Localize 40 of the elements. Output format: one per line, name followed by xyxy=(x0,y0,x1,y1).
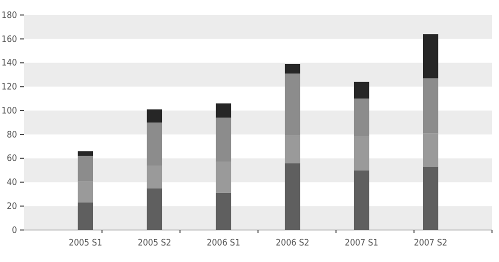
y-tick-label: 80 xyxy=(6,130,17,140)
y-tick-label: 0 xyxy=(12,226,17,236)
y-tick-label: 60 xyxy=(6,154,17,164)
bar xyxy=(216,162,232,193)
bar xyxy=(284,74,300,136)
bar xyxy=(422,133,438,167)
x-tick-label: 2006 S2 xyxy=(276,238,310,248)
bar xyxy=(354,82,370,99)
bar xyxy=(216,192,232,230)
y-tick-label: 100 xyxy=(2,106,17,116)
bar xyxy=(216,118,232,162)
bar xyxy=(216,103,232,118)
bar xyxy=(284,64,300,74)
x-tick-label: 2006 S1 xyxy=(206,238,240,248)
bar xyxy=(146,166,162,188)
bar xyxy=(146,122,162,166)
x-tick-label: 2007 S1 xyxy=(344,238,378,248)
bar xyxy=(146,188,162,230)
bar xyxy=(422,34,438,78)
y-tick-label: 120 xyxy=(2,82,17,93)
bar xyxy=(422,78,438,134)
x-tick-label: 2005 S2 xyxy=(138,238,172,248)
x-tick-label: 2007 S2 xyxy=(414,238,448,248)
bar xyxy=(354,98,370,137)
bar xyxy=(284,163,300,230)
bar xyxy=(354,136,370,170)
y-tick-label: 40 xyxy=(6,178,17,188)
bar xyxy=(78,202,94,230)
x-tick-label: 2005 S1 xyxy=(68,238,102,248)
bar xyxy=(146,109,162,122)
bar xyxy=(354,170,370,230)
y-tick-label: 20 xyxy=(6,202,17,212)
bar xyxy=(422,166,438,230)
bar xyxy=(78,181,94,203)
y-tick-label: 180 xyxy=(2,10,17,21)
bar xyxy=(78,156,94,182)
bar xyxy=(284,136,300,164)
y-tick-label: 140 xyxy=(2,58,17,69)
y-tick-label: 160 xyxy=(2,34,17,45)
bar xyxy=(78,151,94,156)
